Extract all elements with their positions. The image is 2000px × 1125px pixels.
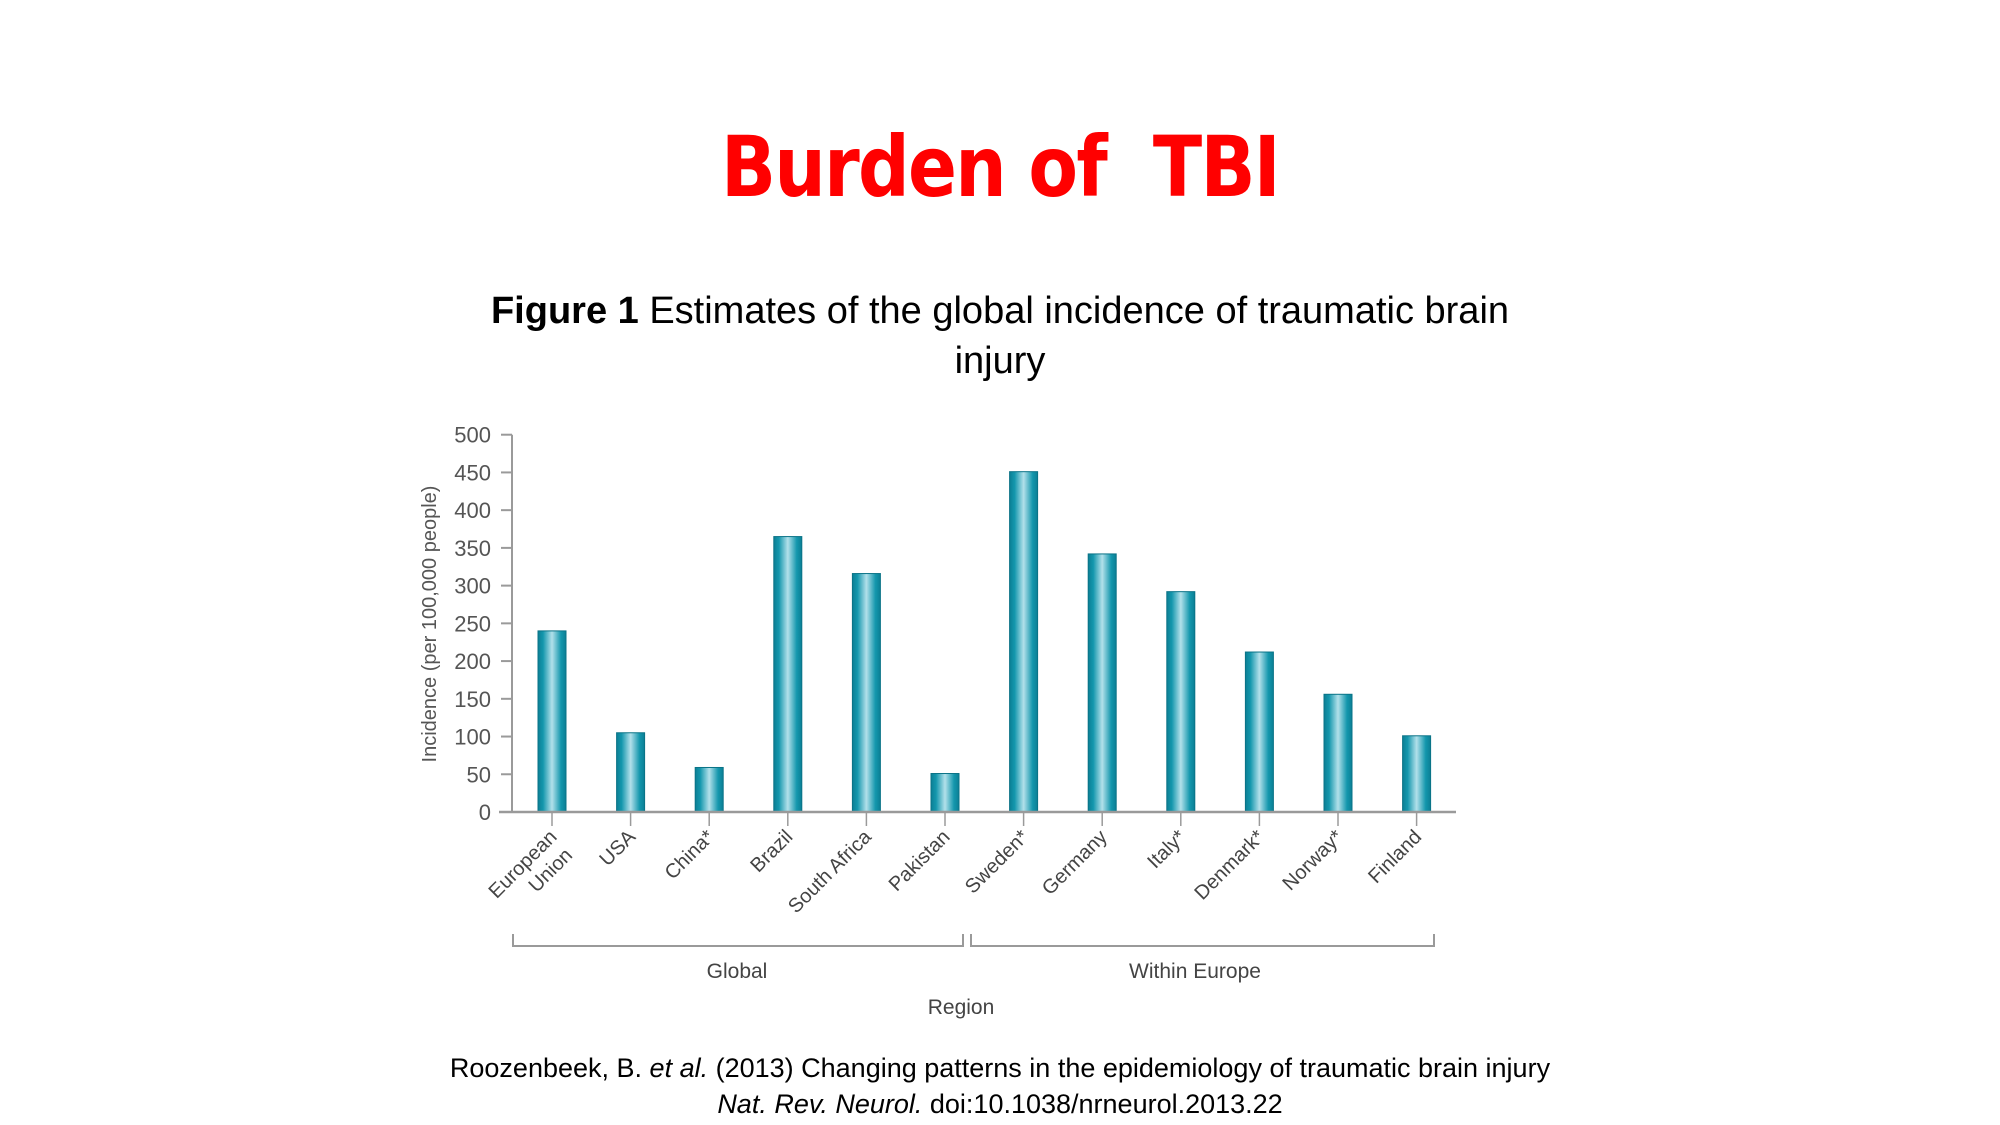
x-tick-label: Norway* [1279, 826, 1348, 895]
bar [616, 732, 646, 813]
y-tick-label: 400 [454, 498, 491, 523]
group-label: Global [707, 960, 768, 983]
group-bracket [970, 934, 1435, 947]
bar [851, 573, 881, 813]
y-axis-title: Incidence (per 100,000 people) [419, 486, 441, 763]
group-bracket [512, 934, 964, 947]
citation-doi: doi:10.1038/nrneurol.2013.22 [922, 1089, 1283, 1119]
y-tick-label: 450 [454, 460, 491, 485]
x-tick-label: Brazil [746, 826, 797, 877]
y-tick-label: 50 [467, 762, 491, 787]
bar [930, 773, 960, 813]
y-tick-label: 250 [454, 611, 491, 636]
x-tick-label: South Africa [784, 825, 876, 917]
x-tick-label: Italy* [1143, 826, 1190, 873]
group-brackets: Global Within Europe [512, 934, 1435, 983]
y-tick-label: 350 [454, 536, 491, 561]
y-tick-label: 200 [454, 649, 491, 674]
x-tick-label: Finland [1364, 826, 1426, 888]
y-tick-label: 150 [454, 687, 491, 712]
bar [773, 536, 803, 813]
citation-journal: Nat. Rev. Neurol. [717, 1089, 923, 1119]
citation-title: (2013) Changing patterns in the epidemio… [708, 1053, 1551, 1083]
x-tick-label: China* [661, 826, 719, 884]
bar [1244, 651, 1274, 813]
x-tick-label: Germany [1038, 826, 1112, 900]
slide-title: Burden of TBI [721, 118, 1281, 216]
bar [1402, 735, 1432, 813]
x-tick-label: Denmark* [1191, 826, 1270, 905]
figure-label: Figure 1 [490, 290, 639, 332]
bar [1323, 693, 1353, 813]
citation: Roozenbeek, B. et al. (2013) Changing pa… [300, 1050, 1700, 1122]
bar [537, 630, 567, 813]
bar [1087, 553, 1117, 813]
bar [1009, 471, 1039, 813]
bars [537, 471, 1432, 813]
citation-authors: Roozenbeek, B. [449, 1053, 650, 1083]
x-axis-title: Region [928, 996, 995, 1019]
x-tick-label: Pakistan [885, 826, 955, 896]
group-label: Within Europe [1129, 960, 1261, 983]
y-tick-label: 100 [454, 725, 491, 750]
y-tick-label: 500 [454, 423, 491, 448]
y-axis: 0 50 100 150 200 250 300 350 400 450 500 [454, 423, 513, 825]
x-tick-label: EuropeanUnion [485, 826, 579, 920]
figure-caption: Figure 1 Estimates of the global inciden… [400, 286, 1600, 386]
bar [694, 766, 724, 813]
citation-et-al: et al. [649, 1053, 709, 1083]
x-tick-label: USA [595, 826, 640, 871]
bar [1166, 591, 1196, 813]
y-tick-label: 300 [454, 574, 491, 599]
y-tick-label: 0 [479, 800, 491, 825]
figure-caption-text: Estimates of the global incidence of tra… [638, 290, 1510, 332]
figure-caption-text-line2: injury [954, 340, 1046, 382]
x-tick-label: Sweden* [961, 826, 1033, 898]
